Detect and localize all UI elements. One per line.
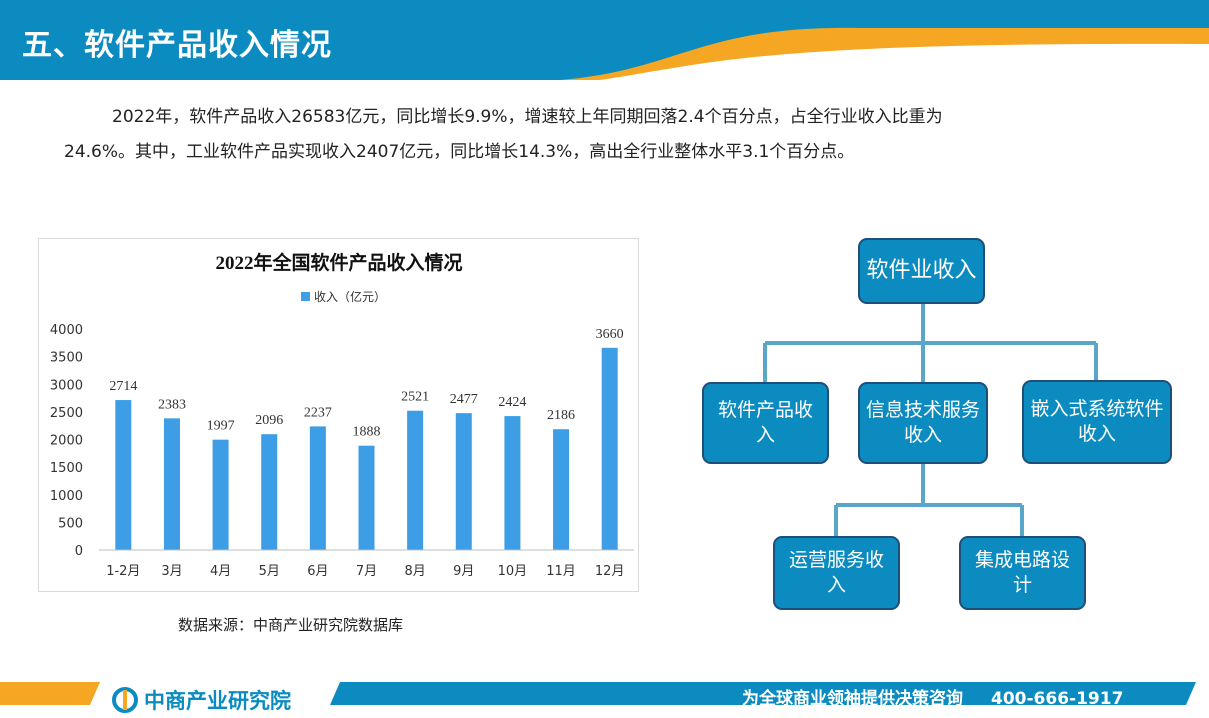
data-label: 1888 (353, 425, 381, 440)
x-tick-label: 3月 (161, 564, 182, 579)
y-tick-label: 3000 (50, 378, 83, 393)
revenue-chart: 2022年全国软件产品收入情况 收入（亿元） 0 500 1000 1500 2000 2… (38, 238, 639, 592)
phone-number: 400-666-1917 (991, 689, 1124, 709)
y-tick-label: 1000 (50, 489, 83, 504)
tree-node-software-revenue: 软件业收入 (858, 238, 985, 304)
bar (601, 347, 618, 550)
y-tick-label: 2000 (50, 434, 83, 449)
bar (212, 439, 229, 550)
summary-line-1: 2022年，软件产品收入26583亿元，同比增长9.9%，增速较上年同期回落2.… (112, 107, 943, 127)
bar (358, 445, 375, 550)
chart-title: 2022年全国软件产品收入情况 (215, 251, 462, 274)
x-axis: 1-2月 3月 4月 5月 6月 7月 8月 9月 10月 11月 12月 (99, 549, 634, 579)
tree-node-ic-design: 集成电路设计 (959, 536, 1086, 610)
tree-node-it-service: 信息技术服务收入 (858, 382, 988, 464)
y-tick-label: 4000 (50, 323, 83, 338)
x-tick-label: 8月 (404, 564, 425, 579)
data-label: 2186 (547, 408, 575, 423)
legend-label: 收入（亿元） (314, 289, 386, 304)
header-decoration (560, 27, 1209, 80)
x-tick-label: 11月 (546, 564, 576, 579)
x-tick-label: 6月 (307, 564, 328, 579)
data-label: 2521 (401, 390, 429, 405)
tree-node-operation-service: 运营服务收入 (773, 536, 900, 610)
data-label: 2714 (109, 379, 137, 394)
bar (115, 400, 132, 550)
y-axis: 0 500 1000 1500 2000 2500 3000 3500 4000 (50, 323, 83, 559)
data-label: 2237 (304, 405, 332, 420)
bar (309, 426, 326, 550)
page-title: 五、软件产品收入情况 (22, 28, 332, 63)
footer-bar (0, 682, 1209, 718)
y-tick-label: 3500 (50, 351, 83, 366)
bar (455, 413, 472, 550)
footer-slogan: 为全球商业领袖提供决策咨询 400-666-1917 (742, 684, 1123, 709)
data-label: 2424 (498, 395, 526, 410)
y-tick-label: 500 (58, 516, 83, 531)
bar (553, 429, 570, 550)
summary-paragraph: 2022年，软件产品收入26583亿元，同比增长9.9%，增速较上年同期回落2.… (64, 100, 1144, 170)
summary-line-2: 24.6%。其中，工业软件产品实现收入2407亿元，同比增长14.3%，高出全行… (64, 142, 855, 162)
tree-node-software-product: 软件产品收入 (702, 382, 829, 464)
tree-connectors (763, 302, 1098, 538)
logo-text: 中商产业研究院 (144, 689, 291, 713)
data-label: 2096 (255, 413, 283, 428)
slogan-text: 为全球商业领袖提供决策咨询 (742, 689, 963, 709)
y-tick-label: 2500 (50, 406, 83, 421)
x-tick-label: 9月 (453, 564, 474, 579)
legend-swatch (301, 292, 310, 301)
y-tick-label: 1500 (50, 461, 83, 476)
x-tick-label: 5月 (259, 564, 280, 579)
data-label: 2477 (450, 392, 478, 407)
data-label: 1997 (207, 419, 235, 434)
y-tick-label: 0 (75, 544, 83, 559)
x-tick-label: 4月 (210, 564, 231, 579)
company-logo: 中商产业研究院 (112, 685, 291, 715)
revenue-structure-tree: 软件业收入 软件产品收入 信息技术服务收入 嵌入式系统软件收入 运营服务收入 集… (690, 230, 1190, 620)
bar (261, 434, 278, 550)
footer-decoration (0, 682, 1196, 705)
bar-chart-svg: 2022年全国软件产品收入情况 收入（亿元） 0 500 1000 1500 2000 2… (50, 251, 634, 579)
tree-node-embedded-software: 嵌入式系统软件收入 (1022, 380, 1172, 464)
data-label: 3660 (596, 327, 624, 342)
bar-series: 2714 2383 1997 2096 2237 1888 2521 2477 2424 2186… (109, 327, 624, 550)
data-source-note: 数据来源：中商产业研究院数据库 (178, 616, 404, 634)
x-tick-label: 1-2月 (106, 564, 140, 579)
logo-icon (112, 687, 138, 713)
x-tick-label: 10月 (498, 564, 528, 579)
bar (407, 410, 424, 550)
x-tick-label: 7月 (356, 564, 377, 579)
bar (163, 418, 180, 550)
bar (504, 416, 521, 550)
header-banner: 五、软件产品收入情况 (0, 0, 1209, 80)
x-tick-label: 12月 (595, 564, 625, 579)
data-label: 2383 (158, 397, 186, 412)
